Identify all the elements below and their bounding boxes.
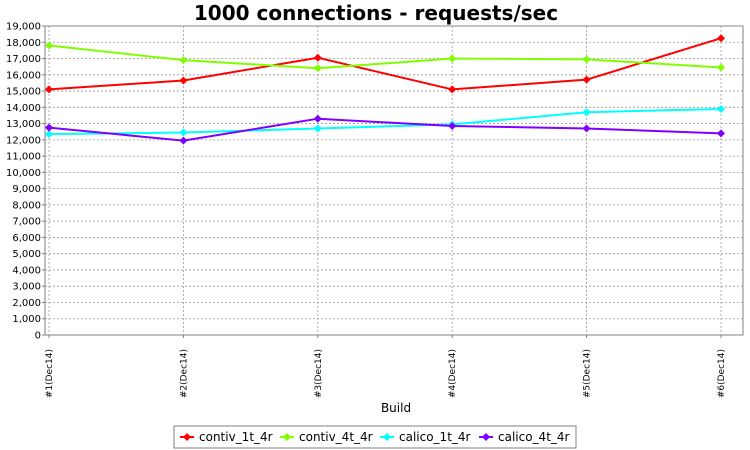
- data-point: [179, 56, 188, 65]
- legend-box: [173, 425, 577, 449]
- series-line: [48, 107, 722, 136]
- y-tick-label: 9,000: [12, 184, 41, 195]
- y-tick-label: 10,000: [6, 168, 41, 179]
- data-point: [45, 85, 53, 94]
- data-point: [448, 122, 457, 131]
- data-point: [717, 104, 725, 113]
- data-point: [717, 34, 725, 43]
- y-tick-label: 7,000: [12, 217, 41, 228]
- data-point: [582, 75, 591, 84]
- data-point: [179, 136, 188, 145]
- y-tick-label: 16,000: [6, 70, 41, 81]
- legend-label: calico_1t_4r: [399, 430, 471, 444]
- series-line: [48, 37, 722, 91]
- y-axis-ticks: 0 1,000 2,000 3,000 4,000 5,000 6,000 7,000 8,00…: [6, 22, 45, 342]
- x-tick-label: #4(Dec14): [448, 349, 458, 398]
- y-tick-label: 19,000: [6, 22, 41, 33]
- y-tick-label: 11,000: [6, 152, 41, 163]
- data-point: [313, 114, 322, 123]
- x-tick-label: #2(Dec14): [179, 349, 189, 398]
- chart-title: 1000 connections - requests/sec: [194, 1, 558, 25]
- y-tick-label: 13,000: [6, 119, 41, 130]
- y-tick-label: 8,000: [12, 200, 41, 211]
- legend-marker: [283, 433, 291, 441]
- legend-marker: [183, 433, 191, 441]
- data-point: [45, 123, 53, 132]
- x-tick-label: #1(Dec14): [45, 349, 55, 398]
- legend: contiv_1t_4r contiv_4t_4r calico_1t_4r cali…: [180, 430, 570, 444]
- data-point: [179, 76, 188, 85]
- legend-marker: [482, 433, 490, 441]
- data-point: [582, 55, 591, 64]
- x-tick-label: #6(Dec14): [717, 349, 727, 398]
- series-line: [48, 44, 722, 70]
- y-tick-label: 1,000: [12, 314, 41, 325]
- y-tick-label: 17,000: [6, 54, 41, 65]
- series-lines: [45, 34, 725, 145]
- y-tick-label: 18,000: [6, 38, 41, 49]
- y-tick-label: 6,000: [12, 233, 41, 244]
- x-tick-label: #5(Dec14): [583, 349, 593, 398]
- legend-label: calico_4t_4r: [498, 430, 570, 444]
- y-tick-label: 12,000: [6, 135, 41, 146]
- y-tick-label: 2,000: [12, 298, 41, 309]
- data-point: [313, 124, 322, 133]
- legend-label: contiv_4t_4r: [299, 430, 373, 444]
- data-point: [582, 108, 591, 117]
- data-point: [179, 128, 188, 137]
- legend-label: contiv_1t_4r: [199, 430, 273, 444]
- plot-area: [44, 25, 744, 336]
- data-point: [313, 53, 322, 62]
- data-point: [45, 41, 53, 50]
- data-point: [448, 54, 457, 63]
- y-tick-label: 4,000: [12, 265, 41, 276]
- data-point: [313, 64, 322, 73]
- y-tick-label: 14,000: [6, 103, 41, 114]
- y-tick-label: 3,000: [12, 282, 41, 293]
- series-line: [48, 117, 722, 142]
- y-tick-label: 15,000: [6, 87, 41, 98]
- data-point: [717, 63, 725, 72]
- y-tick-label: 5,000: [12, 249, 41, 260]
- x-tick-label: #3(Dec14): [314, 349, 324, 398]
- x-axis-ticks: #1(Dec14) #2(Dec14) #3(Dec14) #4(Dec14) #5(D…: [45, 335, 727, 398]
- data-point: [582, 124, 591, 133]
- data-point: [448, 85, 457, 94]
- x-axis-label: Build: [381, 401, 411, 415]
- legend-marker: [383, 433, 391, 441]
- data-point: [717, 129, 725, 138]
- y-tick-label: 0: [35, 331, 41, 342]
- data-point: [45, 130, 53, 139]
